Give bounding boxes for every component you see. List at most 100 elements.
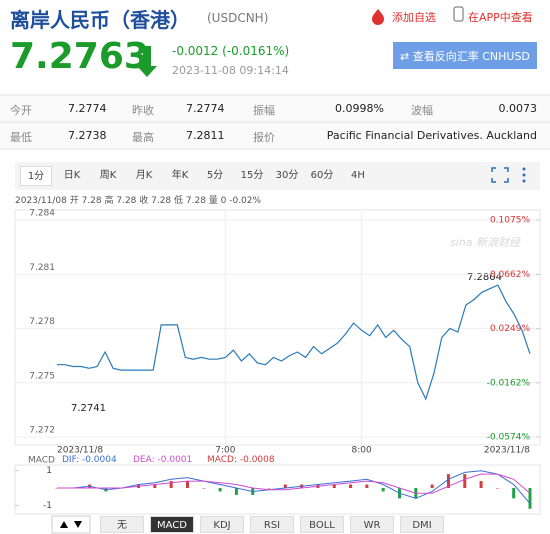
down-arrow [137,46,157,77]
stat-label: 振幅 [253,104,275,117]
y-tick-label: 7.284 [29,209,55,219]
y2-tick-label: -0.0574% [487,433,531,443]
stat-label: 今开 [10,104,32,117]
x-tick-label: 8:00 [352,446,372,456]
plot-frame [14,209,541,446]
macd-tick-label: 1 [46,466,52,476]
macd-bar [528,488,532,509]
stat-label: 波幅 [411,104,433,117]
stat-value: 0.0073 [498,102,538,115]
macd-bar [185,481,189,488]
indicator-tab[interactable]: MACD [150,516,194,533]
macd-bar [283,484,287,488]
indicator-tab[interactable]: WR [350,516,394,533]
y2-tick-label: -0.0162% [487,378,531,388]
indicator-tab[interactable]: RSI [250,516,294,533]
stat-value: 0.0998% [335,102,384,115]
macd-bar [463,474,467,488]
price-line [57,284,531,401]
macd-bar [202,488,206,489]
up-button[interactable] [60,521,68,528]
stat-label: 报价 [253,131,275,144]
indicator-tab[interactable]: KDJ [200,516,244,533]
macd-bar [479,481,483,488]
watermark: sina 新浪财经 [450,236,521,249]
price: 7.2763 [10,36,149,77]
y-tick-label: 7.272 [29,426,55,436]
annotation: 7.2804 [467,272,502,283]
macd-frame [14,464,541,515]
macd-bar [495,488,499,489]
stat-value: Pacific Financial Derivatives. Auckland [326,129,537,142]
button-text[interactable]: 查看反向汇率 CNHUSD [412,50,530,63]
period-tab[interactable]: 4H [351,170,365,181]
annotation: 7.2741 [71,403,106,414]
macd-line [57,473,531,494]
y-tick-label: 7.275 [29,371,55,381]
period-tab[interactable]: 30分 [275,170,299,181]
indicator-tab[interactable]: BOLL [300,516,344,533]
expand-icon[interactable] [491,167,509,183]
x-tick-label: 7:00 [215,446,235,456]
stat-value: 7.2738 [68,129,107,142]
fire-icon [372,9,384,25]
arrow-box [51,515,91,534]
stat-label: 昨收 [132,104,154,117]
period-tab[interactable]: 日K [63,170,81,181]
period-tab[interactable]: 月K [135,170,153,181]
macd-bar [446,474,450,488]
macd-bar [365,484,369,488]
link[interactable]: 添加自选 [392,11,436,24]
macd-bar [381,488,385,492]
y-tick-label: 7.278 [29,317,55,327]
period-tab[interactable]: 1分 [20,166,52,186]
time: 2023-11-08 09:14:14 [172,64,289,77]
period-tab[interactable]: 5分 [206,170,224,181]
legend-dif: DIF: -0.0004 [62,455,117,465]
period-tab[interactable]: 15分 [240,170,264,181]
macd-bar [332,484,336,488]
menu-dot [522,173,526,177]
stat-value: 7.2774 [68,102,107,115]
period-tab[interactable]: 年K [171,170,189,181]
link[interactable]: 在APP中查看 [468,11,533,24]
stat-label: 最低 [10,131,32,144]
stat-value: 7.2811 [186,129,225,142]
y-tick-label: 7.281 [29,263,55,273]
menu-dot[interactable] [522,167,526,171]
down-button[interactable] [74,521,82,528]
legend-macd: MACD: -0.0008 [207,455,275,465]
stat-value: 7.2774 [186,102,225,115]
period-tab[interactable]: 60分 [310,170,334,181]
x-tick-label: 2023/11/8 [57,446,103,456]
code: (USDCNH) [207,11,269,25]
y2-tick-label: 0.0249% [490,324,530,334]
indicator-tab[interactable]: DMI [400,516,444,533]
stat-label: 最高 [132,131,154,144]
macd-bar [153,484,157,488]
button-label[interactable]: ⇄ 查看反向汇率 CNHUSD [400,50,530,63]
phone-icon [453,6,464,22]
title: 离岸人民币（香港） [10,8,190,32]
macd-bar [234,488,238,495]
macd-bar [218,488,222,492]
y2-tick-label: 0.1075% [490,216,530,226]
macd-bar [349,484,353,488]
menu-dot [522,179,526,183]
indicator-tab[interactable]: 无 [100,516,144,533]
tab-bar [15,162,540,190]
macd-bar [169,481,173,488]
macd-bar [267,488,271,489]
legend-dea: DEA: -0.0001 [133,455,193,465]
chart-info: 2023/11/08 开 7.28 高 7.28 收 7.28 低 7.28 量… [15,196,262,206]
period-tab[interactable]: 周K [99,170,117,181]
macd-title: MACD [28,456,55,466]
macd-bar [512,488,516,499]
x-tick-label: 2023/11/8 [484,446,530,456]
reverse-button[interactable] [393,42,537,69]
macd-tick-label: -1 [43,501,52,511]
change: -0.0012 (-0.0161%) [172,44,290,58]
